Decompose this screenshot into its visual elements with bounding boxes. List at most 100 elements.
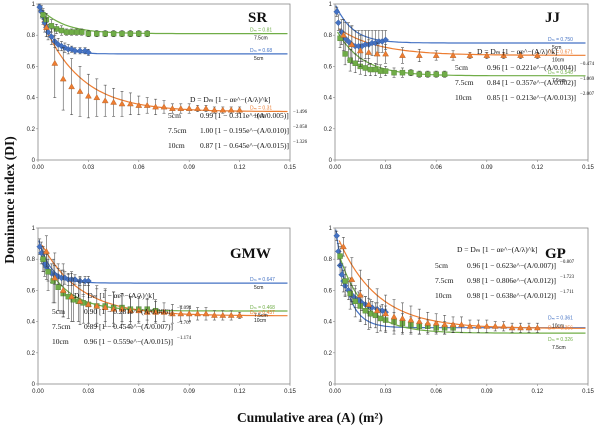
data-point-10cm	[160, 103, 168, 110]
data-point-10cm	[185, 310, 193, 317]
equation-exponent: −1.496	[293, 110, 308, 115]
data-point-7.5cm	[73, 29, 80, 35]
data-point-7.5cm	[78, 29, 85, 35]
data-point-7.5cm	[362, 307, 369, 314]
plot-frame	[334, 3, 589, 161]
data-point-10cm	[211, 311, 218, 318]
equation-size-label: 5cm	[168, 111, 181, 120]
data-point-10cm	[68, 83, 75, 90]
equation-exponent: −0.807	[560, 260, 575, 265]
data-point-10cm	[194, 310, 201, 317]
data-point-10cm	[219, 106, 227, 113]
data-point-10cm	[466, 52, 474, 58]
dm-annotation-series: 5cm	[552, 45, 561, 51]
data-point-7.5cm	[342, 278, 348, 284]
data-point-7.5cm	[337, 253, 343, 259]
equation-size-label: 7.5cm	[52, 322, 71, 331]
data-point-5cm	[333, 8, 340, 16]
data-point-5cm	[76, 47, 84, 55]
data-point-10cm	[118, 100, 126, 107]
equation-size-label: 5cm	[435, 261, 448, 270]
data-point-5cm	[345, 38, 352, 45]
dm-annotation-series: 5cm	[254, 56, 263, 62]
data-point-10cm	[458, 321, 465, 328]
panel-gmw: 0 0.2 0.4 0.6 0.8 1 0.00 0.03 0.06 0.09 0.12 0.15 GM…	[27, 226, 297, 395]
data-point-10cm	[101, 97, 109, 104]
data-point-7.5cm	[367, 66, 374, 73]
equation-exponent: −1.069	[580, 77, 595, 82]
equation-size-label: 5cm	[52, 307, 65, 316]
x-tick-label: 0.06	[430, 389, 442, 395]
data-point-10cm	[424, 319, 432, 326]
data-point-10cm	[110, 98, 117, 105]
data-point-10cm	[43, 247, 50, 254]
dm-annotation: Dₘ = 0.671	[548, 49, 573, 55]
data-point-10cm	[68, 293, 75, 300]
data-point-5cm	[71, 47, 79, 55]
equation-header: D = Dₘ [1 − αe^−(A/λ)^k]	[457, 245, 538, 254]
data-point-10cm	[211, 106, 218, 113]
y-tick-label: 0.4	[324, 96, 333, 102]
x-tick-label: 0.03	[83, 165, 95, 171]
data-point-10cm	[185, 105, 193, 111]
panel-label: JJ	[545, 10, 561, 26]
x-tick-label: 0.09	[481, 165, 493, 171]
data-point-7.5cm	[45, 268, 51, 275]
dm-annotation: Dₘ = 0.647	[250, 277, 275, 283]
equation-exponent: −0.474	[580, 62, 595, 67]
data-point-10cm	[399, 315, 406, 321]
equation-size-label: 10cm	[455, 93, 472, 102]
dm-annotation: Dₘ = 0.437	[250, 310, 275, 316]
y-tick-label: 0.2	[27, 351, 36, 357]
data-point-10cm	[177, 310, 185, 317]
data-point-10cm	[219, 311, 227, 318]
dm-annotation-series: 5cm	[254, 285, 263, 291]
data-point-10cm	[152, 103, 159, 110]
equation-row: 0.96 [1 − 0.221e^−(A/0.004)]	[487, 63, 576, 72]
x-tick-label: 0.03	[83, 389, 95, 395]
data-point-7.5cm	[382, 68, 389, 74]
x-tick-label: 0.06	[133, 389, 145, 395]
data-point-7.5cm	[55, 284, 61, 290]
data-point-7.5cm	[136, 30, 142, 37]
fit-curve-7.5cm	[336, 31, 586, 77]
data-point-7.5cm	[119, 30, 125, 37]
y-tick-label: 0.2	[324, 127, 333, 133]
data-point-7.5cm	[48, 23, 55, 29]
data-point-10cm	[348, 41, 356, 47]
x-tick-label: 0.00	[329, 389, 341, 395]
data-point-10cm	[236, 106, 243, 113]
data-point-5cm	[335, 19, 342, 27]
data-point-10cm	[449, 321, 457, 328]
data-point-7.5cm	[40, 12, 46, 18]
data-point-7.5cm	[58, 27, 65, 34]
equation-row: 0.89 [1 − 0.454e^−(A/0.007)]	[84, 322, 173, 331]
data-point-7.5cm	[433, 71, 439, 77]
y-tick-label: 0.4	[27, 96, 36, 102]
x-tick-label: 0.09	[183, 389, 195, 395]
data-point-10cm	[483, 322, 491, 329]
data-point-10cm	[85, 301, 92, 307]
equation-row: 0.84 [1 − 0.357e^−(A/0.002)]	[487, 78, 576, 87]
x-tick-label: 0.06	[430, 165, 442, 171]
x-tick-label: 0.12	[234, 165, 246, 171]
dm-annotation-series: 7.5cm	[552, 345, 566, 351]
dm-annotation: Dₘ = 0.468	[250, 305, 275, 311]
x-tick-label: 0.00	[32, 165, 44, 171]
data-point-10cm	[127, 307, 134, 314]
data-point-5cm	[382, 36, 389, 44]
y-tick-label: 1	[329, 2, 333, 8]
panel-sr: 0 0.2 0.4 0.6 0.8 1 0.00 0.03 0.06 0.09 0.12 0.15 SR…	[27, 2, 308, 171]
data-point-10cm	[51, 59, 59, 66]
data-point-10cm	[160, 308, 168, 315]
y-tick-label: 0	[329, 158, 333, 164]
equation-row: 0.99 [1 − 0.311e^−(A/0.005)]	[200, 111, 289, 120]
data-point-10cm	[500, 52, 508, 58]
x-tick-label: 0.03	[380, 165, 392, 171]
data-point-10cm	[340, 243, 347, 250]
dm-annotation: Dₘ = 0.540	[548, 70, 573, 76]
data-point-7.5cm	[347, 57, 353, 63]
panel-label: GMW	[230, 246, 271, 262]
equation-size-label: 10cm	[52, 337, 69, 346]
data-point-10cm	[500, 322, 508, 329]
